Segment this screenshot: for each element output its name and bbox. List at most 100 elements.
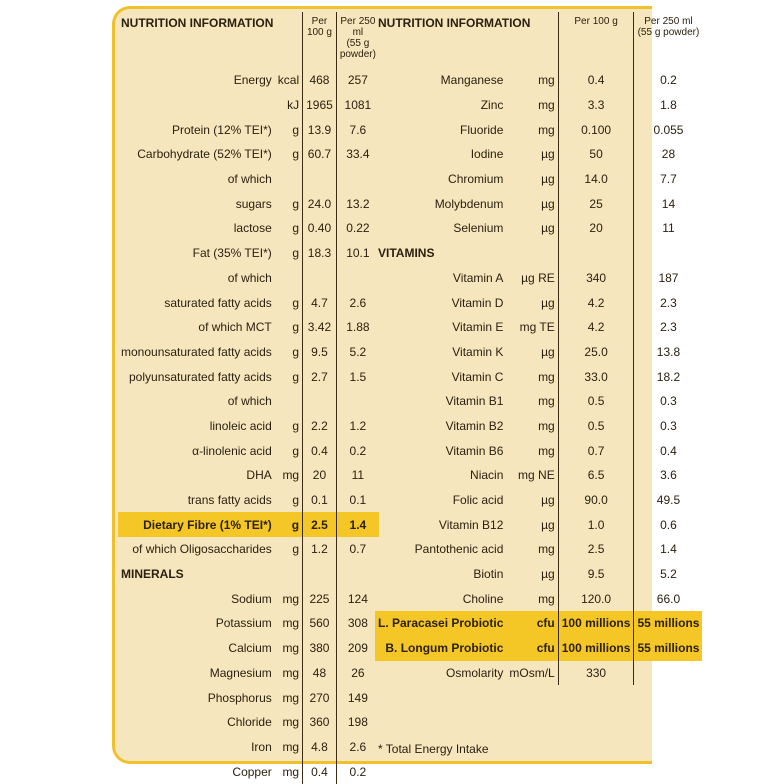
nutrient-label: Osmolarity — [446, 665, 504, 680]
nutrient-unit: µg — [541, 493, 555, 508]
nutrient-unit: kJ — [287, 98, 300, 113]
header-per250-text: Per 250 ml — [340, 16, 376, 38]
nutrient-unit: mg — [538, 369, 555, 384]
per100-value: 50 — [557, 142, 634, 167]
nutrient-label: trans fatty acids — [187, 493, 272, 508]
nutrient-label: Fluoride — [460, 122, 504, 137]
nutrient-label: DHA — [246, 468, 272, 483]
per250-value: 0.2 — [335, 438, 379, 463]
per100-value: 6.5 — [557, 463, 634, 488]
nutrient-unit: mg — [282, 665, 300, 680]
nutrient-label: Molybdenum — [434, 196, 504, 211]
per250-value: 28 — [633, 142, 703, 167]
nutrient-unit: µg — [541, 147, 555, 162]
section-heading: MINERALS — [121, 567, 184, 582]
per250-value — [335, 166, 379, 192]
per100-value: 48 — [302, 660, 337, 686]
per250-value: 11 — [335, 463, 379, 488]
per100-value: 330 — [557, 660, 634, 686]
per250-value: 2.6 — [335, 734, 379, 760]
nutrient-label: Vitamin A — [452, 270, 504, 285]
per250-value: 0.2 — [335, 759, 379, 784]
nutrient-row: of which — [118, 265, 379, 291]
nutrient-unit: mg — [282, 739, 300, 754]
nutrient-unit: g — [292, 369, 300, 384]
nutrient-row: Dietary Fibre (1% TEI*) g 2.5 1.4 — [118, 512, 379, 538]
page: {"header":{"title":"NUTRITION INFORMATIO… — [112, 6, 703, 784]
per250-value: 33.4 — [335, 142, 379, 167]
per250-value: 2.6 — [335, 290, 379, 315]
per250-value: 2.3 — [633, 290, 703, 315]
per250-value: 3.6 — [633, 463, 703, 488]
nutrient-row: Energy kcal 468 257 — [118, 68, 379, 93]
nutrient-row: Osmolarity mOsm/L 330 — [375, 660, 703, 686]
per250-value: 55 millions — [633, 635, 703, 661]
per250-value: 2.3 — [633, 314, 703, 340]
per100-value: 33.0 — [557, 364, 634, 389]
per250-value: 198 — [335, 709, 379, 735]
per100-value: 24.0 — [302, 191, 337, 217]
nutrient-unit: µg — [541, 172, 555, 187]
per250-value: 55 millions — [633, 611, 703, 636]
header-per100: Per 100 g — [557, 12, 634, 68]
nutrient-unit — [275, 389, 303, 414]
nutrient-label: Vitamin K — [452, 344, 504, 359]
nutrient-row: of which Oligosaccharides g 1.2 0.7 — [118, 537, 379, 562]
per100-value: 560 — [302, 611, 337, 636]
nutrient-row: Vitamin B12 µg 1.0 0.6 — [375, 512, 703, 538]
nutrient-row: Chromium µg 14.0 7.7 — [375, 166, 703, 192]
header-per250-sub: (55 g powder) — [637, 27, 700, 38]
nutrient-unit: g — [292, 122, 300, 137]
per100-value: 4.2 — [557, 290, 634, 315]
nutrient-label: linoleic acid — [209, 418, 272, 433]
per250-value: 1.8 — [633, 92, 703, 118]
nutrition-table: NUTRITION INFORMATION Per 100 g Per 250 ml… — [118, 12, 379, 784]
nutrient-label: of which — [227, 270, 272, 285]
nutrient-row: Pantothenic acid mg 2.5 1.4 — [375, 537, 703, 562]
nutrient-unit: g — [274, 512, 303, 538]
per250-value — [335, 388, 379, 414]
per250-value: 308 — [335, 611, 379, 636]
per100-value: 0.4 — [302, 438, 337, 463]
nutrient-row: Potassium mg 560 308 — [118, 611, 379, 636]
per100-value: 468 — [302, 68, 337, 93]
nutrient-unit: g — [292, 147, 300, 162]
per250-value: 0.1 — [335, 487, 379, 513]
per100-value: 2.5 — [557, 537, 634, 562]
nutrient-unit: g — [292, 221, 300, 236]
nutrient-row: VITAMINS — [375, 240, 703, 266]
nutrient-row: saturated fatty acids g 4.7 2.6 — [118, 290, 379, 315]
nutrient-label: Phosphorus — [207, 690, 272, 705]
per250-value: 209 — [335, 635, 379, 661]
header-per100: Per 100 g — [302, 12, 337, 68]
nutrient-row: Fat (35% TEI*) g 18.3 10.1 — [118, 240, 379, 266]
per100-value: 13.9 — [302, 117, 337, 143]
nutrient-label: Iron — [251, 739, 272, 754]
nutrient-label: Sodium — [231, 591, 272, 606]
per100-value: 0.1 — [302, 487, 337, 513]
per100-value: 60.7 — [302, 142, 337, 167]
per100-value: 1.2 — [302, 537, 337, 562]
per250-value — [335, 265, 379, 291]
per250-value: 7.6 — [335, 117, 379, 143]
nutrient-row: trans fatty acids g 0.1 0.1 — [118, 487, 379, 513]
nutrient-row: linoleic acid g 2.2 1.2 — [118, 413, 379, 439]
nutrient-unit: mg — [538, 591, 555, 606]
per250-value — [633, 240, 703, 266]
nutrient-unit: µg — [541, 344, 555, 359]
per250-value: 13.8 — [633, 339, 703, 365]
per100-value: 90.0 — [557, 487, 634, 513]
nutrient-row: Selenium µg 20 11 — [375, 216, 703, 241]
nutrient-row: Copper mg 0.4 0.2 — [118, 759, 379, 784]
per100-value: 360 — [302, 709, 337, 735]
per100-value: 0.5 — [557, 413, 634, 439]
nutrient-label: of which — [227, 172, 272, 187]
nutrient-label: Vitamin B12 — [438, 517, 504, 532]
per250-value: 1.88 — [335, 314, 379, 340]
nutrient-unit: mOsm/L — [509, 665, 555, 680]
per250-value: 0.22 — [335, 216, 379, 241]
nutrient-label: Calcium — [228, 641, 272, 656]
nutrient-row: Vitamin E mg TE 4.2 2.3 — [375, 314, 703, 340]
nutrient-unit: mg TE — [519, 320, 555, 335]
per100-value: 0.4 — [557, 68, 634, 93]
